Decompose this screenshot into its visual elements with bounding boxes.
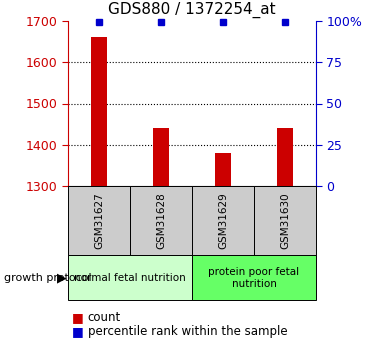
Text: ■: ■ — [72, 325, 84, 338]
Text: count: count — [88, 311, 121, 324]
Text: GSM31628: GSM31628 — [156, 193, 166, 249]
Bar — [153, 128, 169, 186]
Text: protein poor fetal
nutrition: protein poor fetal nutrition — [208, 267, 300, 288]
Title: GDS880 / 1372254_at: GDS880 / 1372254_at — [108, 2, 276, 18]
Text: GSM31629: GSM31629 — [218, 193, 228, 249]
Bar — [215, 153, 231, 186]
Bar — [192, 186, 254, 255]
Text: growth protocol: growth protocol — [4, 273, 92, 283]
Text: ■: ■ — [72, 311, 84, 324]
Bar — [277, 128, 292, 186]
Bar — [130, 186, 192, 255]
Text: percentile rank within the sample: percentile rank within the sample — [88, 325, 287, 338]
Bar — [192, 255, 316, 300]
Bar — [254, 186, 316, 255]
Text: GSM31627: GSM31627 — [94, 193, 104, 249]
Bar — [68, 255, 192, 300]
Bar — [92, 37, 107, 186]
Text: ▶: ▶ — [57, 271, 66, 284]
Text: normal fetal nutrition: normal fetal nutrition — [74, 273, 186, 283]
Text: GSM31630: GSM31630 — [280, 193, 290, 249]
Bar — [68, 186, 130, 255]
